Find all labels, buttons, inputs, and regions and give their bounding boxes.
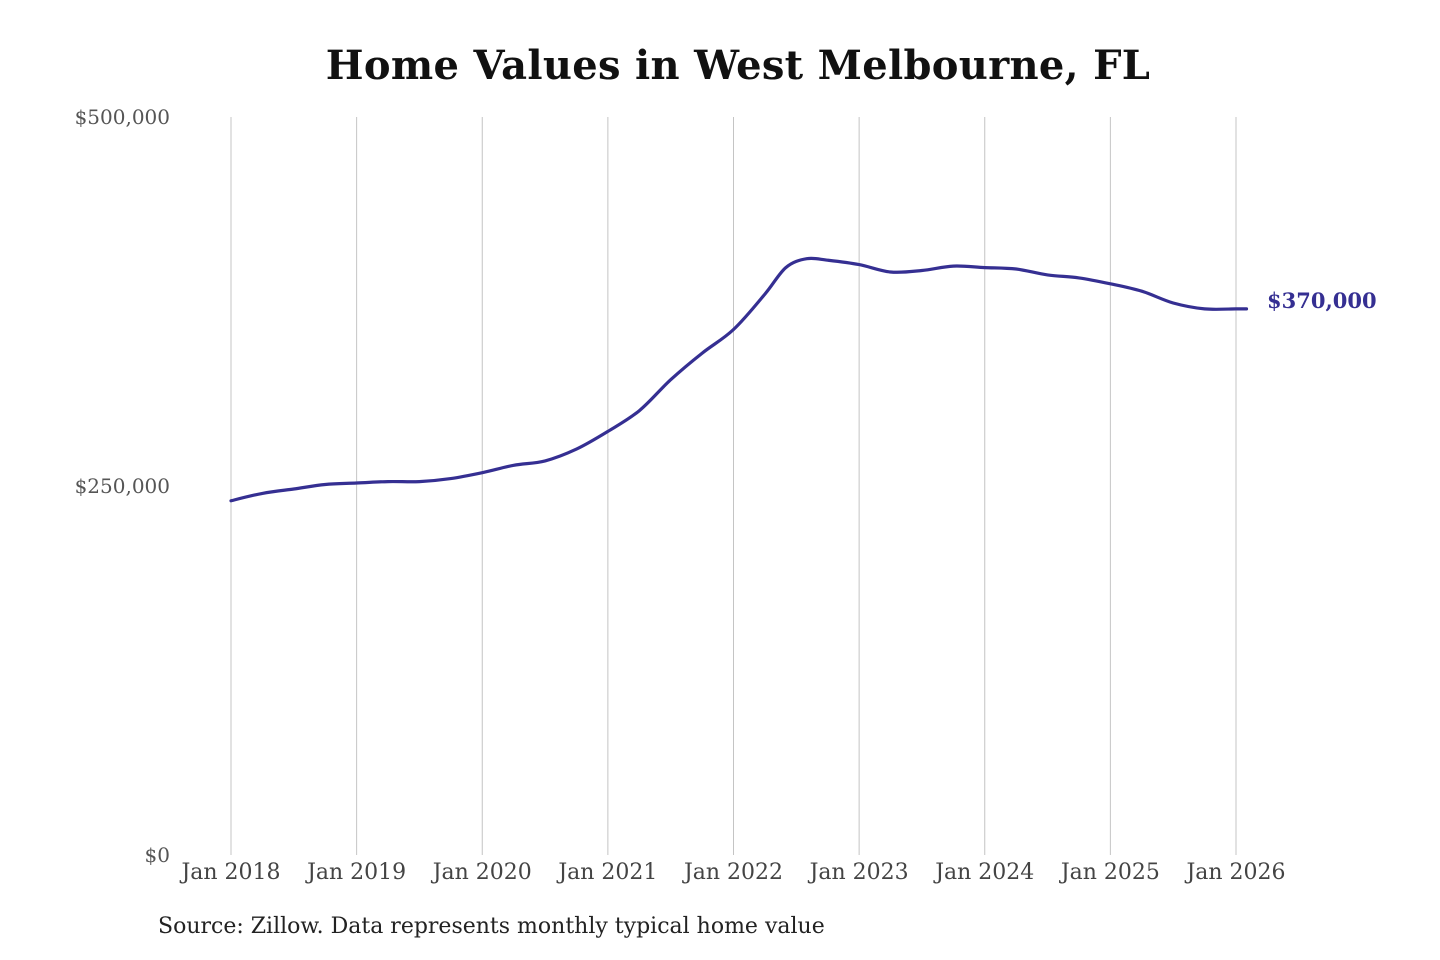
x-tick-label: Jan 2020 [431,860,532,885]
y-tick-label: $250,000 [75,474,170,498]
x-tick-label: Jan 2023 [808,860,909,885]
x-tick-label: Jan 2021 [556,860,657,885]
y-axis-ticks: $0 $250,000 $500,000 [75,105,170,867]
source-note: Source: Zillow. Data represents monthly … [158,914,825,939]
x-tick-label: Jan 2018 [179,860,280,885]
x-tick-label: Jan 2025 [1059,860,1160,885]
x-tick-label: Jan 2024 [933,860,1034,885]
series-layer: $370,000 [229,256,1377,503]
chart-title: Home Values in West Melbourne, FL [325,42,1151,89]
x-axis-ticks: Jan 2018 Jan 2019 Jan 2020 Jan 2021 Jan 2022… [179,860,1285,885]
series-end-label: $370,000 [1267,288,1377,313]
x-tick-label: Jan 2022 [682,860,783,885]
x-tick-label: Jan 2019 [305,860,406,885]
y-tick-label: $500,000 [75,105,170,129]
gridlines [230,117,1237,855]
x-tick-label: Jan 2026 [1184,860,1285,885]
y-tick-label: $0 [145,843,170,867]
series-line [229,256,1249,503]
